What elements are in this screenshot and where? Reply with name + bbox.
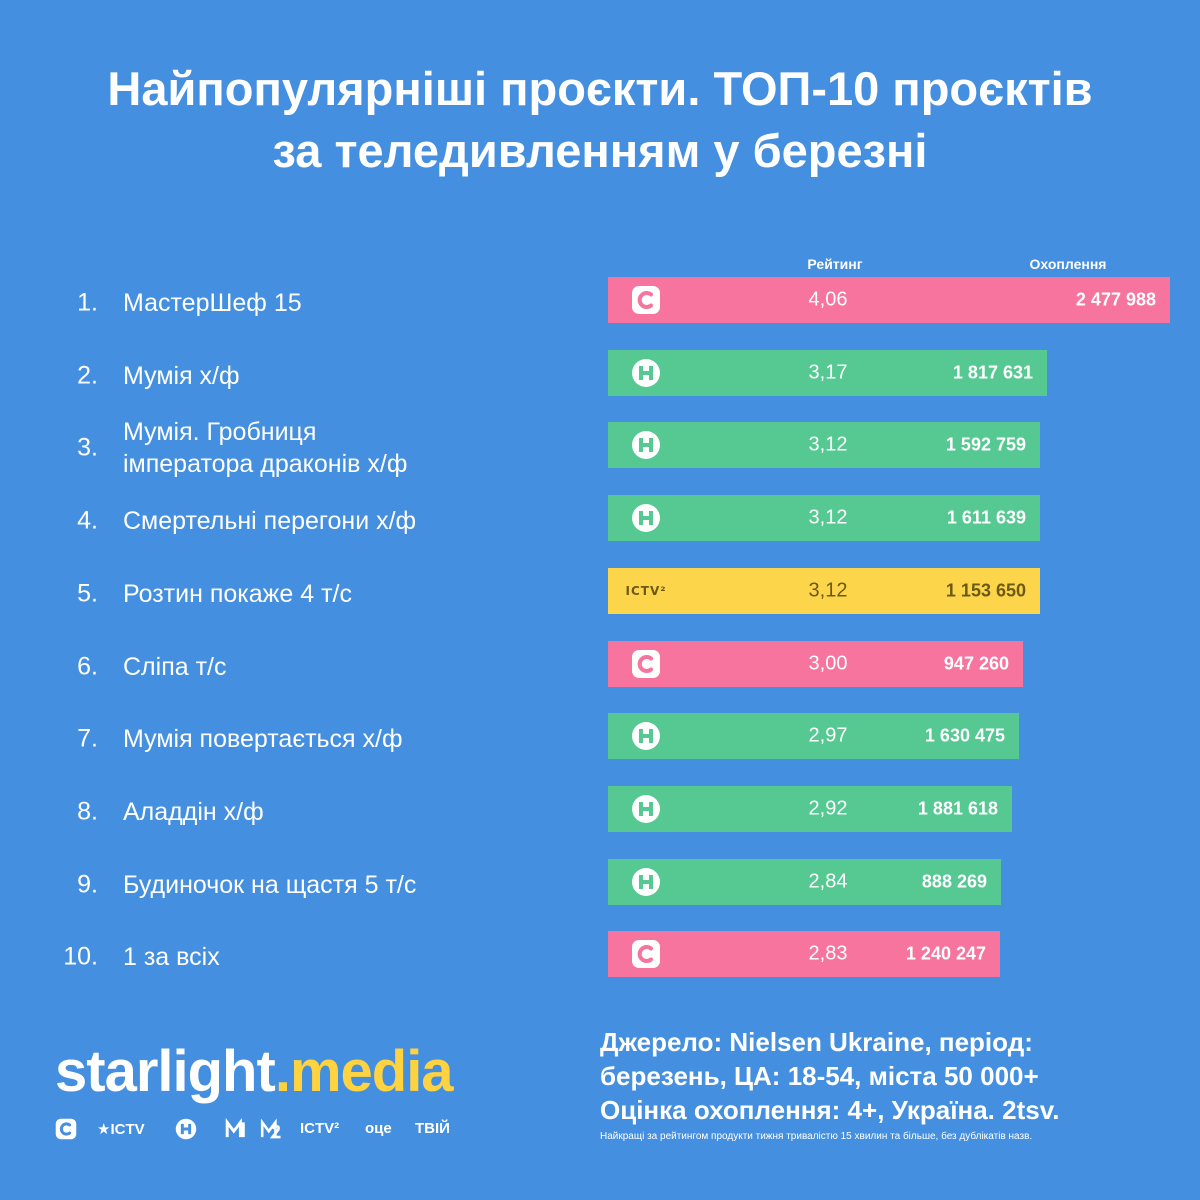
source-line-2: березень, ЦА: 18-54, міста 50 000+ <box>600 1061 1039 1091</box>
stb-icon <box>55 1118 77 1143</box>
reach-value: 1 592 759 <box>945 434 1026 455</box>
rating-value: 3,12 <box>808 579 848 602</box>
rating-value: 2,84 <box>808 870 848 893</box>
project-name-line: Будиночок на щастя 5 т/с <box>123 870 417 899</box>
rank-label: 4. <box>77 506 98 535</box>
rating-value: 3,12 <box>808 506 848 529</box>
novy-icon <box>632 794 660 823</box>
rating-bar <box>608 785 1012 832</box>
project-name: Мумія повертається х/ф <box>123 723 593 755</box>
rating-bar <box>608 567 1040 614</box>
ranking-chart: 1. МастерШеф 15 4,06 2 477 988 2. Мумія х/ф 3,… <box>63 277 1170 978</box>
project-name: Аладдін х/ф <box>123 796 593 828</box>
rating-bar <box>608 931 1000 978</box>
project-name: Смертельні перегони х/ф <box>123 505 593 537</box>
reach-value: 1 240 247 <box>905 943 986 964</box>
stb-icon <box>632 649 660 678</box>
rating-value: 3,00 <box>808 652 848 674</box>
rank-label: 5. <box>77 579 98 608</box>
reach-value: 888 269 <box>921 871 987 892</box>
footnote: Найкращі за рейтингом продукти тижня три… <box>600 1131 1033 1142</box>
novy-icon <box>632 431 660 460</box>
project-name: Будиночок на щастя 5 т/с <box>123 869 593 901</box>
column-header-rating: Рейтинг <box>807 256 863 272</box>
tviy-icon: ТВІЙ <box>415 1120 450 1137</box>
stb-icon <box>632 940 660 969</box>
rating-value: 4,06 <box>808 288 848 311</box>
reach-value: 1 153 650 <box>945 580 1026 601</box>
page-title: Найпопулярніші проєкти. ТОП-10 проєктів … <box>0 58 1200 182</box>
project-name: Мумія х/ф <box>123 360 593 392</box>
novy-icon <box>632 358 660 387</box>
project-name: 1 за всіх <box>123 941 593 973</box>
rank-label: 9. <box>77 870 98 899</box>
rating-value: 2,97 <box>808 724 848 747</box>
brand-dot: . <box>274 1039 291 1104</box>
project-name-line: МастерШеф 15 <box>123 289 302 317</box>
rating-value: 3,12 <box>808 433 848 456</box>
brand-part-2: media <box>289 1039 454 1104</box>
m1-icon <box>225 1118 247 1143</box>
reach-value: 1 630 475 <box>924 725 1005 746</box>
ictv-icon: ★ICTV <box>97 1121 145 1138</box>
project-name-line: Мумія повертається х/ф <box>123 725 403 754</box>
oce-icon: оце <box>365 1120 392 1137</box>
rank-label: 10. <box>63 942 98 971</box>
rating-bar <box>608 277 1170 323</box>
novy-icon <box>632 722 660 751</box>
project-name: Мумія. Гробниця імператора драконів х/ф <box>123 416 593 480</box>
rating-bar <box>608 349 1047 396</box>
project-name-line: Розтин покаже 4 т/с <box>123 579 352 608</box>
novy-icon <box>632 867 660 896</box>
rating-value: 3,17 <box>808 361 848 384</box>
column-header-reach: Охоплення <box>1029 256 1107 272</box>
source-note: Джерело: Nielsen Ukraine, період: березе… <box>600 1025 1180 1127</box>
project-name: МастерШеф 15 <box>123 287 593 319</box>
stb-icon <box>632 286 660 314</box>
rating-bar <box>608 640 1023 687</box>
starlight-media-logo: starlight.media <box>55 1038 454 1105</box>
reach-value: 2 477 988 <box>1075 289 1156 310</box>
project-name-line: імператора драконів х/ф <box>123 450 408 479</box>
rank-label: 3. <box>77 433 98 462</box>
rating-bar <box>608 713 1019 760</box>
rank-label: 1. <box>77 288 98 317</box>
reach-value: 1 817 631 <box>952 362 1033 383</box>
novy-icon <box>175 1118 197 1143</box>
rating-value: 2,83 <box>808 942 848 965</box>
reach-value: 947 260 <box>943 653 1009 673</box>
rank-label: 2. <box>77 361 98 390</box>
rating-value: 2,92 <box>808 797 848 820</box>
project-name-line: Сліпа т/с <box>123 652 227 681</box>
title-line-2: за теледивленням у березні <box>272 124 928 177</box>
channel-logos: ★ICTV ICTV² оце ТВІЙ <box>55 1118 475 1142</box>
rating-bar <box>608 422 1040 469</box>
m2-icon <box>260 1118 282 1143</box>
project-name-line: Мумія х/ф <box>123 361 240 390</box>
novy-icon <box>632 504 660 533</box>
rank-label: 6. <box>77 652 98 680</box>
title-line-1: Найпопулярніші проєкти. ТОП-10 проєктів <box>107 62 1093 115</box>
rank-label: 8. <box>77 797 98 826</box>
project-name: Розтин покаже 4 т/с <box>123 578 593 610</box>
ictv2-icon: ICTV² <box>625 583 667 598</box>
project-name: Сліпа т/с <box>123 651 593 683</box>
project-name-line: Мумія. Гробниця <box>123 418 317 447</box>
project-name-line: Аладдін х/ф <box>123 797 264 826</box>
ictv2-icon: ICTV² <box>300 1120 340 1137</box>
source-line-3: Оцінка охоплення: 4+, Україна. 2tsv. <box>600 1095 1060 1125</box>
rating-bar <box>608 858 1001 905</box>
project-name-line: Смертельні перегони х/ф <box>123 507 417 536</box>
reach-value: 1 611 639 <box>946 507 1026 528</box>
rating-bar <box>608 495 1040 542</box>
reach-value: 1 881 618 <box>917 798 998 819</box>
project-name-line: 1 за всіх <box>123 943 220 972</box>
source-line-1: Джерело: Nielsen Ukraine, період: <box>600 1027 1033 1057</box>
rank-label: 7. <box>77 724 98 753</box>
brand-part-1: starlight <box>55 1039 276 1104</box>
